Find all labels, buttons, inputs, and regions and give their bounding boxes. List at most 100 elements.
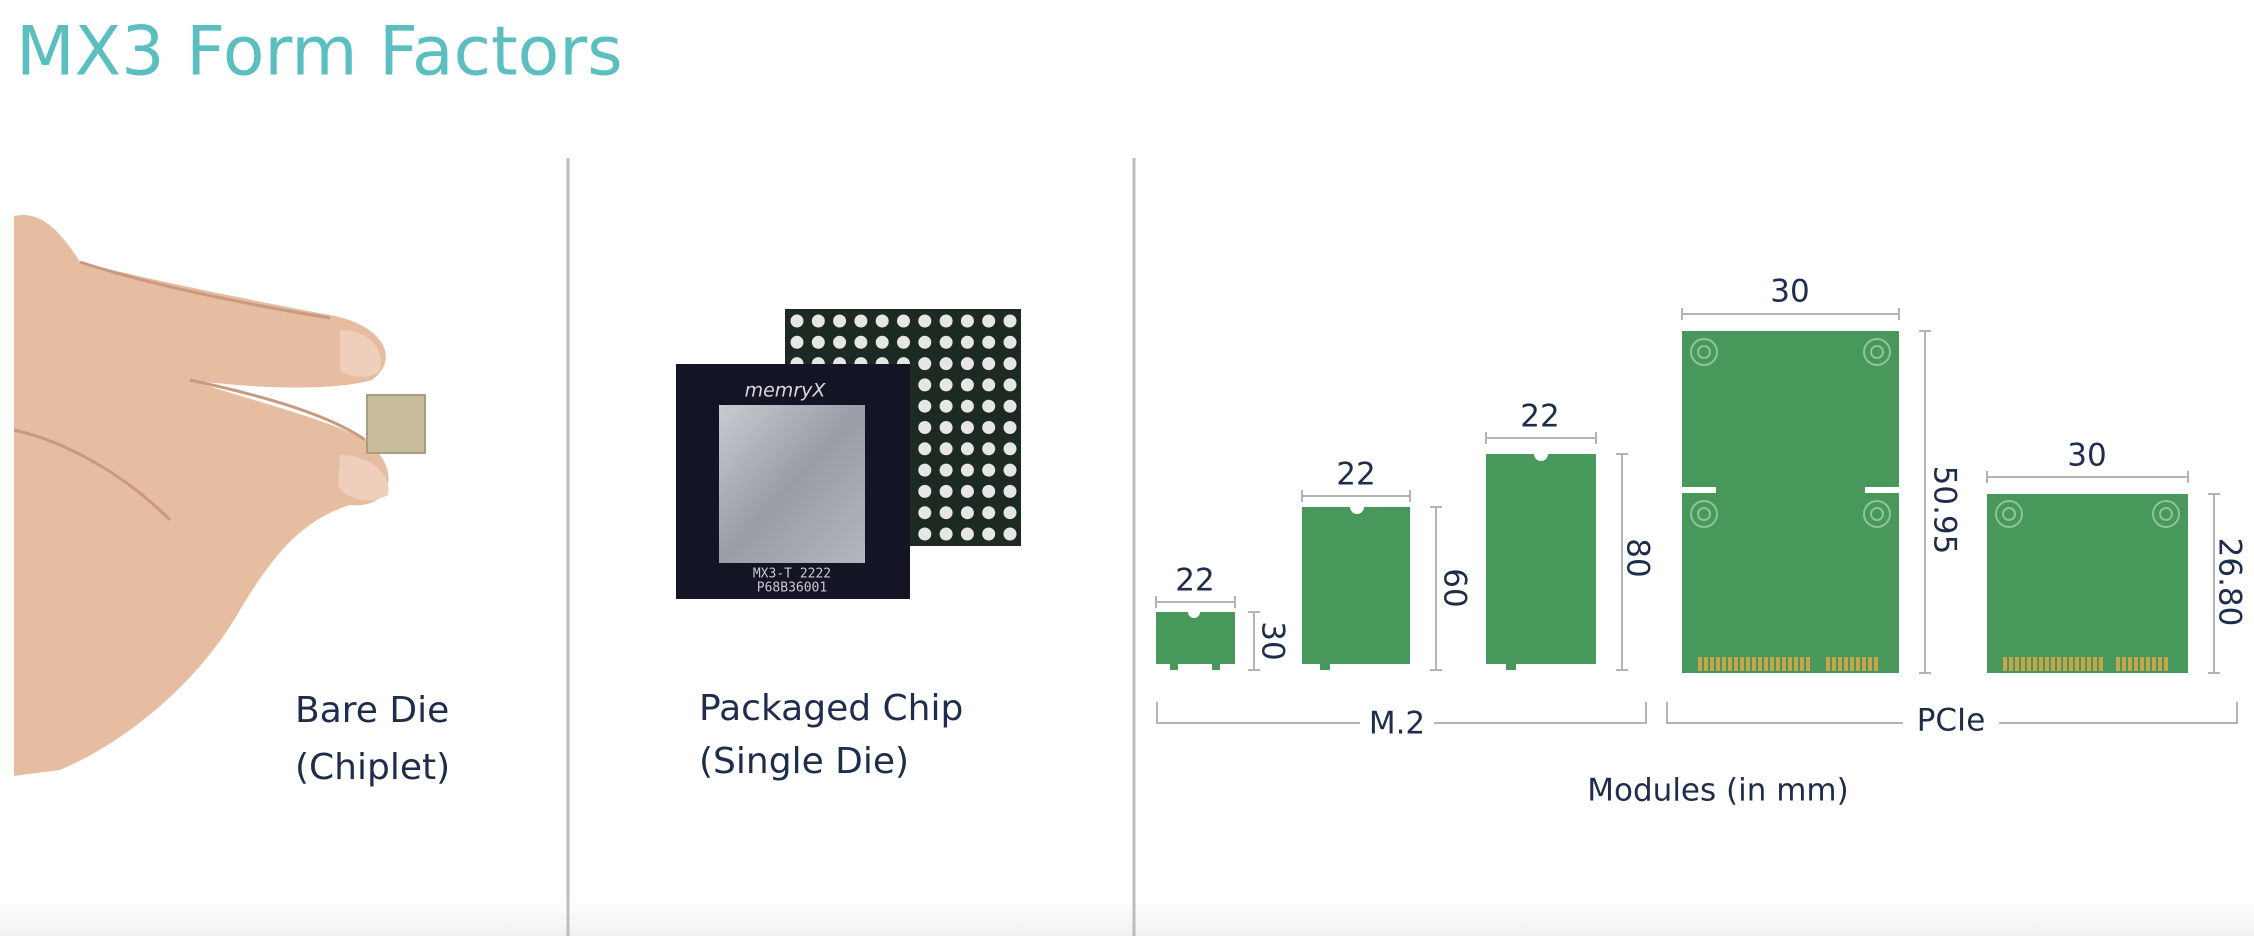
footer-band: [0, 900, 2254, 936]
gold-finger: [2081, 657, 2085, 671]
bga-ball: [918, 421, 932, 434]
gold-finger: [1752, 657, 1756, 671]
bga-ball: [1003, 421, 1017, 434]
gold-finger: [1770, 657, 1774, 671]
bga-ball: [939, 463, 953, 477]
bga-ball: [982, 378, 996, 392]
bga-ball: [811, 335, 825, 349]
gold-finger: [2164, 657, 2168, 671]
gold-finger: [1800, 657, 1804, 671]
bga-ball: [1003, 506, 1017, 520]
bga-ball: [833, 335, 847, 349]
bga-ball: [918, 442, 932, 456]
bga-ball: [1003, 484, 1017, 498]
gold-finger: [1704, 657, 1708, 671]
gold-finger: [2069, 657, 2073, 671]
bga-ball: [960, 399, 974, 413]
width-label: 30: [1770, 274, 1809, 310]
gold-finger: [1806, 657, 1810, 671]
hand-illustration: [13, 214, 426, 776]
bga-ball: [939, 527, 953, 541]
modules-caption: Modules (in mm): [1587, 773, 1848, 809]
gold-finger: [2063, 657, 2067, 671]
gold-finger: [2128, 657, 2132, 671]
gold-finger: [1710, 657, 1714, 671]
bga-ball: [982, 399, 996, 413]
bga-ball: [1003, 527, 1017, 541]
bga-ball: [875, 314, 889, 328]
bga-ball: [1003, 442, 1017, 456]
gold-finger: [2087, 657, 2091, 671]
packaged-chip-label: Packaged Chip: [699, 688, 963, 729]
dimension-labels: 22 30 22 60 22 80 30 50.95 30 26.80: [1175, 274, 2247, 661]
gold-finger: [2021, 657, 2025, 671]
height-label: 60: [1437, 568, 1473, 607]
bga-ball: [939, 335, 953, 349]
gold-finger: [1746, 657, 1750, 671]
gold-finger: [2009, 657, 2013, 671]
gold-finger: [1788, 657, 1792, 671]
bga-ball: [960, 463, 974, 477]
bga-ball: [982, 442, 996, 456]
height-label: 30: [1255, 621, 1291, 660]
bga-ball: [918, 527, 932, 541]
width-label: 30: [2067, 438, 2106, 474]
bga-ball: [982, 527, 996, 541]
module-boards: [1156, 331, 2188, 673]
chip-marking: P68B36001: [757, 581, 827, 596]
bga-ball: [939, 378, 953, 392]
gold-finger: [1862, 657, 1866, 671]
bare-die-label: (Chiplet): [295, 747, 450, 788]
group-label: M.2: [1369, 706, 1425, 742]
gold-finger: [1728, 657, 1732, 671]
title: MX3 Form Factors: [16, 13, 623, 92]
gold-finger: [2146, 657, 2150, 671]
bga-ball: [918, 314, 932, 328]
bga-ball: [1003, 335, 1017, 349]
bga-ball: [854, 314, 868, 328]
bga-ball: [918, 463, 932, 477]
gold-finger: [1832, 657, 1836, 671]
gold-finger: [2045, 657, 2049, 671]
gold-finger: [2027, 657, 2031, 671]
bga-ball: [790, 314, 804, 328]
gold-finger: [1868, 657, 1872, 671]
bga-ball: [982, 421, 996, 434]
gold-finger: [2122, 657, 2126, 671]
bga-ball: [982, 463, 996, 477]
chip-logo: memryX: [745, 380, 827, 402]
gold-finger: [1776, 657, 1780, 671]
gold-finger: [2057, 657, 2061, 671]
gold-finger: [2134, 657, 2138, 671]
bga-ball: [939, 442, 953, 456]
bga-ball: [982, 314, 996, 328]
bare-die-label: Bare Die: [295, 690, 449, 731]
gold-finger: [2075, 657, 2079, 671]
height-label: 80: [1620, 538, 1656, 577]
bga-ball: [939, 314, 953, 328]
gold-finger: [1764, 657, 1768, 671]
bga-ball: [939, 506, 953, 520]
bga-ball: [960, 484, 974, 498]
width-label: 22: [1520, 399, 1559, 435]
bga-ball: [960, 314, 974, 328]
gold-finger: [1826, 657, 1830, 671]
bga-ball: [960, 335, 974, 349]
gold-finger: [1698, 657, 1702, 671]
bga-ball: [918, 399, 932, 413]
bga-ball: [982, 357, 996, 371]
gold-finger: [2093, 657, 2097, 671]
gold-finger: [1740, 657, 1744, 671]
bga-ball: [918, 484, 932, 498]
gold-finger: [1782, 657, 1786, 671]
gold-finger: [1794, 657, 1798, 671]
group-label: PCIe: [1917, 703, 1986, 739]
bga-ball: [939, 421, 953, 434]
gold-finger: [2039, 657, 2043, 671]
bga-ball: [918, 506, 932, 520]
bga-ball: [918, 357, 932, 371]
bga-ball: [811, 314, 825, 328]
bga-ball: [897, 314, 910, 328]
